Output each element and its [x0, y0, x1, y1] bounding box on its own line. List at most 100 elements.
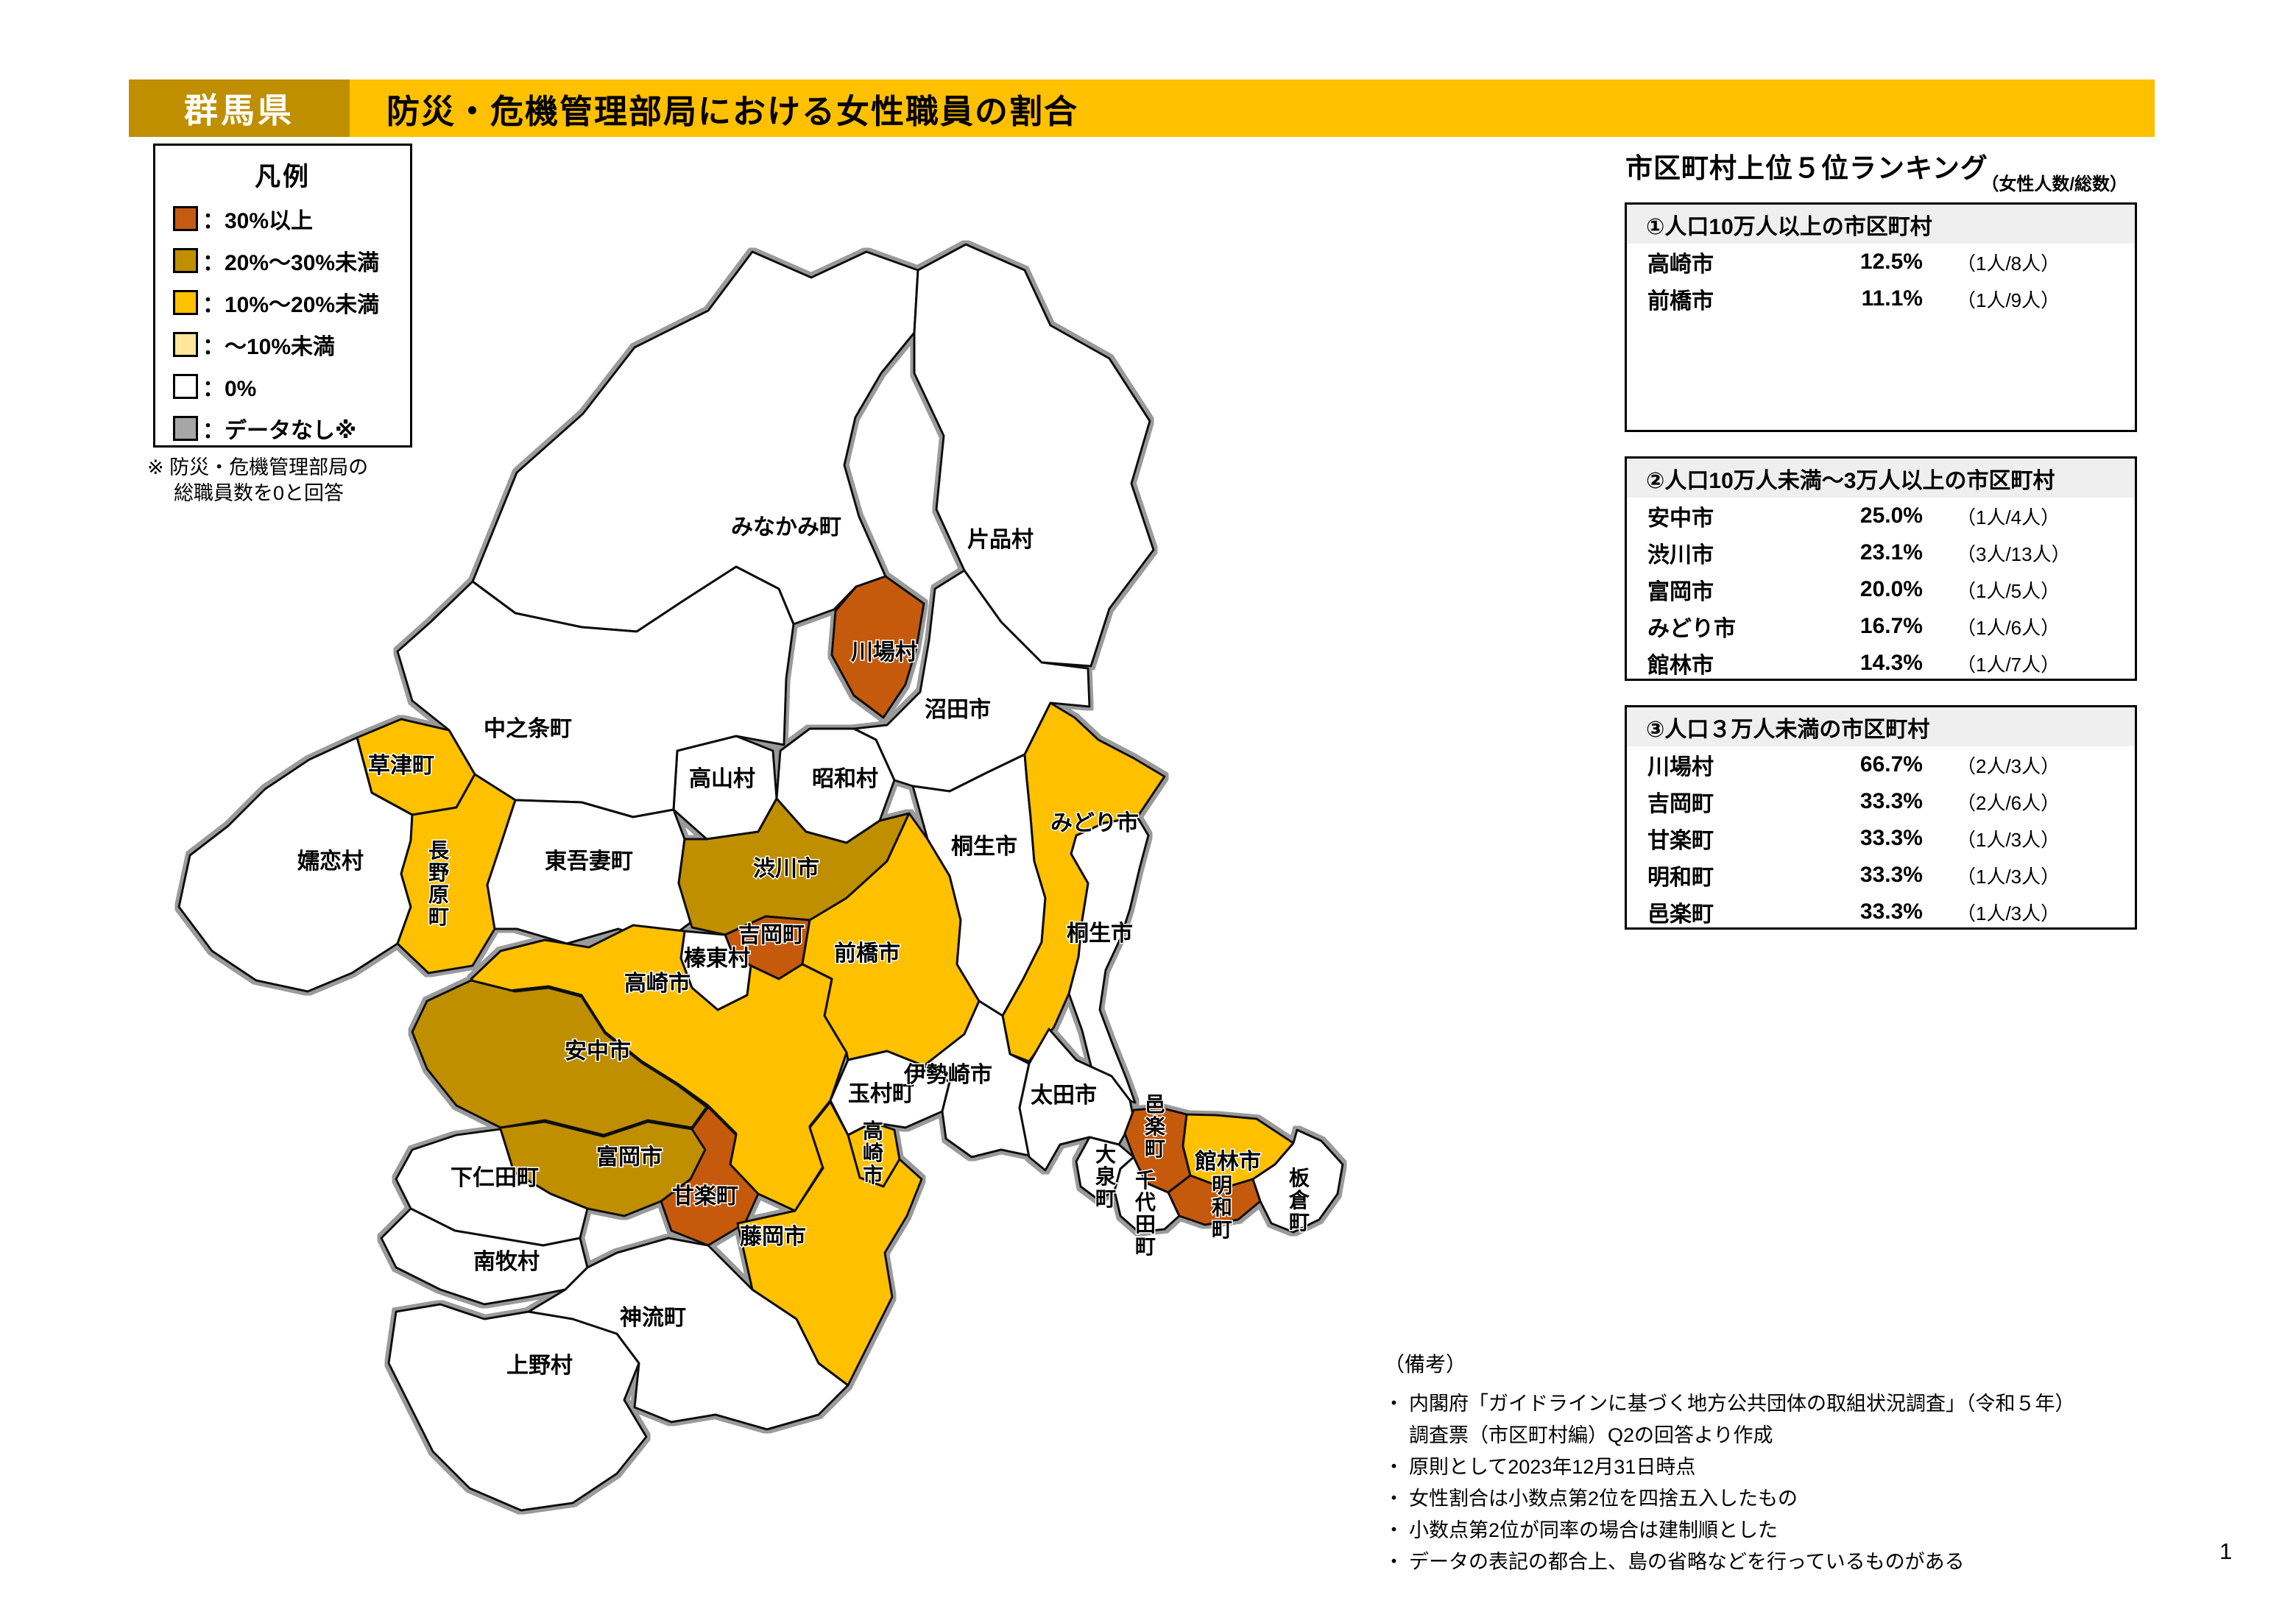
legend-item-over30: ：30%以上: [173, 205, 410, 233]
female-percentage: 14.3%: [1859, 651, 1923, 675]
table-row: みどり市 16.7% （1人/6人）: [1627, 608, 2135, 645]
map-label-kiryu: 桐生市: [951, 834, 1017, 859]
map-label-nakanojo: 中之条町: [484, 716, 572, 741]
female-percentage: 33.3%: [1859, 789, 1923, 813]
map-label-kanna: 神流町: [620, 1306, 686, 1330]
map-label-shimonita: 下仁田町: [451, 1166, 539, 1190]
municipality-name: 明和町: [1647, 866, 1714, 890]
legend-item-nodata: ：データなし※: [173, 415, 410, 443]
ranking-table-header: ②人口10万人未満～3万人以上の市区町村: [1627, 459, 2135, 498]
female-percentage: 25.0%: [1859, 503, 1923, 528]
legend-item-under10: ：～10%未満: [173, 331, 410, 359]
map-region-midori: [1001, 701, 1166, 1063]
municipality-name: 館林市: [1647, 654, 1714, 678]
map-label-kanra: 甘楽町: [672, 1184, 738, 1209]
note-line: 調査票（市区町村編）Q2の回答より作成: [1409, 1424, 1773, 1446]
legend-label: ：データなし※: [202, 419, 357, 443]
map-label-annaka: 安中市: [565, 1039, 631, 1064]
map-label-naganohara: 長野原町: [428, 839, 450, 928]
map-region-katashina: [913, 243, 1155, 668]
notes-title: （備考）: [1384, 1353, 1467, 1376]
map-label-numata: 沼田市: [925, 697, 991, 722]
female-count-fraction: （1人/6人）: [1957, 616, 2060, 639]
prefecture-badge: 群馬県: [129, 79, 350, 137]
municipality-name: 吉岡町: [1647, 792, 1714, 816]
legend-label: ：10%～20%未満: [202, 293, 380, 317]
female-count-fraction: （1人/5人）: [1957, 579, 2060, 602]
map-label-ueno: 上野村: [506, 1354, 573, 1378]
ranking-table-header: ③人口３万人未満の市区町村: [1627, 707, 2135, 746]
ranking-title: 市区町村上位５位ランキング: [1625, 153, 1988, 183]
female-percentage: 11.1%: [1861, 286, 1923, 311]
ranking-table-2: ②人口10万人未満～3万人以上の市区町村 安中市 25.0% （1人/4人） 渋川市 23…: [1625, 456, 2137, 681]
map-label-nanmoku: 南牧村: [473, 1250, 540, 1274]
legend-swatch-zero: [173, 374, 198, 399]
page-title: 防災・危機管理部局における女性職員の割合: [386, 92, 1079, 130]
municipality-name: 川場村: [1647, 755, 1714, 779]
map-region-naganohara: [396, 773, 517, 975]
female-percentage: 12.5%: [1859, 250, 1923, 274]
map-label-meiwa: 明和町: [1212, 1174, 1232, 1241]
table-row: 吉岡町 33.3% （2人/6人）: [1627, 783, 2135, 820]
notes: （備考） ・内閣府「ガイドラインに基づく地方公共団体の取組状況調査」（令和５年）…: [1384, 1348, 2164, 1578]
female-count-fraction: （1人/9人）: [1957, 289, 2060, 311]
map-label-takasaki: 高崎市: [624, 971, 690, 996]
municipality-name: 邑楽町: [1647, 902, 1714, 927]
map-label-shinto: 榛東村: [684, 947, 750, 971]
table-row: 川場村 66.7% （2人/3人）: [1627, 746, 2135, 783]
map-label-yoshioka: 吉岡町: [738, 923, 805, 947]
legend-label: ：20%～30%未満: [202, 251, 380, 275]
table-row: 明和町 33.3% （1人/3人）: [1627, 857, 2135, 894]
legend-note-line: 総職員数を0と回答: [174, 482, 345, 504]
legend-title: 凡例: [254, 163, 311, 191]
legend-swatch-p10to20: [173, 290, 198, 315]
table-row: 富岡市 20.0% （1人/5人）: [1627, 571, 2135, 608]
map-label-tomioka: 富岡市: [596, 1145, 663, 1170]
map-label-higashiagatsuma: 東吾妻町: [545, 849, 633, 874]
map-label-maebashi: 前橋市: [834, 941, 900, 966]
legend-item-p10to20: ：10%～20%未満: [173, 289, 410, 317]
map-region-kanra: [660, 1106, 760, 1247]
female-percentage: 33.3%: [1859, 863, 1923, 887]
legend: 凡例 ：30%以上 ：20%～30%未満 ：10%～20%未満 ：～10%未満 ：0%：…: [153, 144, 412, 448]
female-percentage: 33.3%: [1859, 899, 1923, 924]
map-label-shibukawa: 渋川市: [753, 856, 819, 881]
map-label-minakami: みなかみ町: [731, 515, 841, 540]
table-row: 前橋市 11.1% （1人/9人）: [1627, 280, 2135, 317]
legend-item-zero: ：0%: [173, 373, 410, 401]
map-region-kanna: [527, 1237, 849, 1431]
female-count-fraction: （1人/3人）: [1957, 902, 2060, 924]
female-count-fraction: （1人/3人）: [1957, 865, 2060, 888]
map-label-tsumagoi: 嬬恋村: [297, 849, 364, 874]
map-label-ora: 邑楽町: [1145, 1093, 1165, 1160]
municipality-name: みどり市: [1647, 617, 1736, 641]
municipality-name: 高崎市: [1647, 252, 1714, 277]
legend-swatch-over30: [173, 206, 198, 231]
map-label-ota: 太田市: [1031, 1083, 1097, 1108]
map-label-tatebayashi: 館林市: [1195, 1149, 1261, 1174]
table-row: 邑楽町 33.3% （1人/3人）: [1627, 894, 2135, 930]
map-region-numata: [852, 569, 1091, 793]
map-region-ueno: [387, 1303, 648, 1512]
map-region-meiwa: [1167, 1174, 1262, 1226]
note-line: ・原則として2023年12月31日時点: [1384, 1456, 1696, 1478]
map-label-midori: みどり市: [1050, 810, 1139, 835]
municipality-name: 安中市: [1647, 506, 1714, 531]
female-count-fraction: （3人/13人）: [1957, 542, 2071, 565]
female-count-fraction: （1人/7人）: [1957, 653, 2060, 676]
table-row: 館林市 14.3% （1人/7人）: [1627, 645, 2135, 682]
map-label-katashina: 片品村: [967, 528, 1034, 552]
legend-swatch-p20to30: [173, 248, 198, 273]
legend-items: ：30%以上 ：20%～30%未満 ：10%～20%未満 ：～10%未満 ：0% ：データ…: [173, 205, 410, 443]
note-line: ・小数点第2位が同率の場合は建制順とした: [1384, 1519, 1778, 1541]
municipality-name: 渋川市: [1647, 543, 1714, 567]
legend-note: ※ 防災・危機管理部局の 総職員数を0と回答: [147, 455, 368, 506]
note-line: ・データの表記の都合上、島の省略などを行っているものがある: [1384, 1551, 1965, 1573]
ranking-table-1: ①人口10万人以上の市区町村 高崎市 12.5% （1人/8人） 前橋市 11.1% （1人…: [1625, 202, 2137, 432]
map-label-itakura: 板倉町: [1288, 1167, 1310, 1234]
ranking-table-header: ①人口10万人以上の市区町村: [1627, 205, 2135, 244]
legend-swatch-under10: [173, 332, 198, 357]
page-number: 1: [2219, 1538, 2233, 1564]
